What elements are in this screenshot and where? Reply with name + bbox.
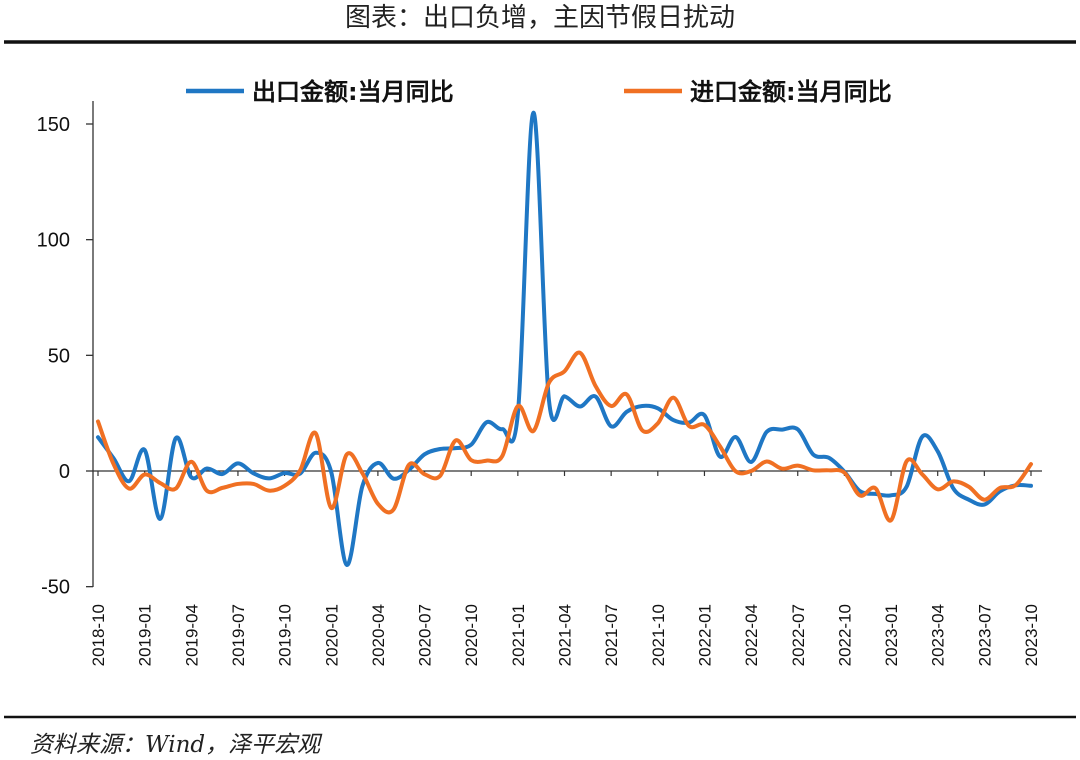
x-tick-label: 2022-04 xyxy=(742,604,761,666)
x-tick-label: 2021-07 xyxy=(602,604,621,666)
y-tick-label: 50 xyxy=(48,345,70,367)
y-tick-label: -50 xyxy=(41,577,70,599)
series-line-import xyxy=(96,350,1033,523)
x-tick-label: 2020-10 xyxy=(462,604,481,666)
x-tick-label: 2019-10 xyxy=(276,604,295,666)
legend-label-import: 进口金额:当月同比 xyxy=(690,78,892,106)
series-line-export xyxy=(96,110,1033,567)
x-tick-label: 2021-01 xyxy=(509,604,528,666)
x-tick-label: 2019-01 xyxy=(136,604,155,666)
series-lines xyxy=(96,110,1033,567)
x-tick-label: 2023-07 xyxy=(975,604,994,666)
x-tick-label: 2019-07 xyxy=(229,604,248,666)
x-tick-label: 2022-01 xyxy=(695,604,714,666)
x-tick-label: 2022-10 xyxy=(835,604,854,666)
y-tick-label: 100 xyxy=(37,230,70,252)
chart-title: 图表：出口负增，主因节假日扰动 xyxy=(345,3,735,33)
x-tick-label: 2023-04 xyxy=(929,604,948,666)
x-tick-label: 2020-01 xyxy=(322,604,341,666)
y-axis-ticks: -50 0 50 100 150 xyxy=(37,114,93,599)
x-axis-ticks: 2018-10 2019-01 2019-04 2019-07 2019-10 2020-… xyxy=(89,471,1041,666)
y-tick-label: 0 xyxy=(59,461,70,483)
x-tick-label: 2020-07 xyxy=(416,604,435,666)
x-tick-label: 2021-04 xyxy=(556,604,575,666)
x-tick-label: 2021-10 xyxy=(649,604,668,666)
x-tick-label: 2020-04 xyxy=(369,604,388,666)
source-note: 资料来源：Wind，泽平宏观 xyxy=(30,732,323,758)
x-tick-label: 2019-04 xyxy=(182,604,201,666)
x-tick-label: 2023-01 xyxy=(882,604,901,666)
y-tick-label: 150 xyxy=(37,114,70,136)
x-tick-label: 2023-10 xyxy=(1022,604,1041,666)
x-tick-label: 2022-07 xyxy=(789,604,808,666)
legend-label-export: 出口金额:当月同比 xyxy=(252,78,454,106)
x-tick-label: 2018-10 xyxy=(89,604,108,666)
